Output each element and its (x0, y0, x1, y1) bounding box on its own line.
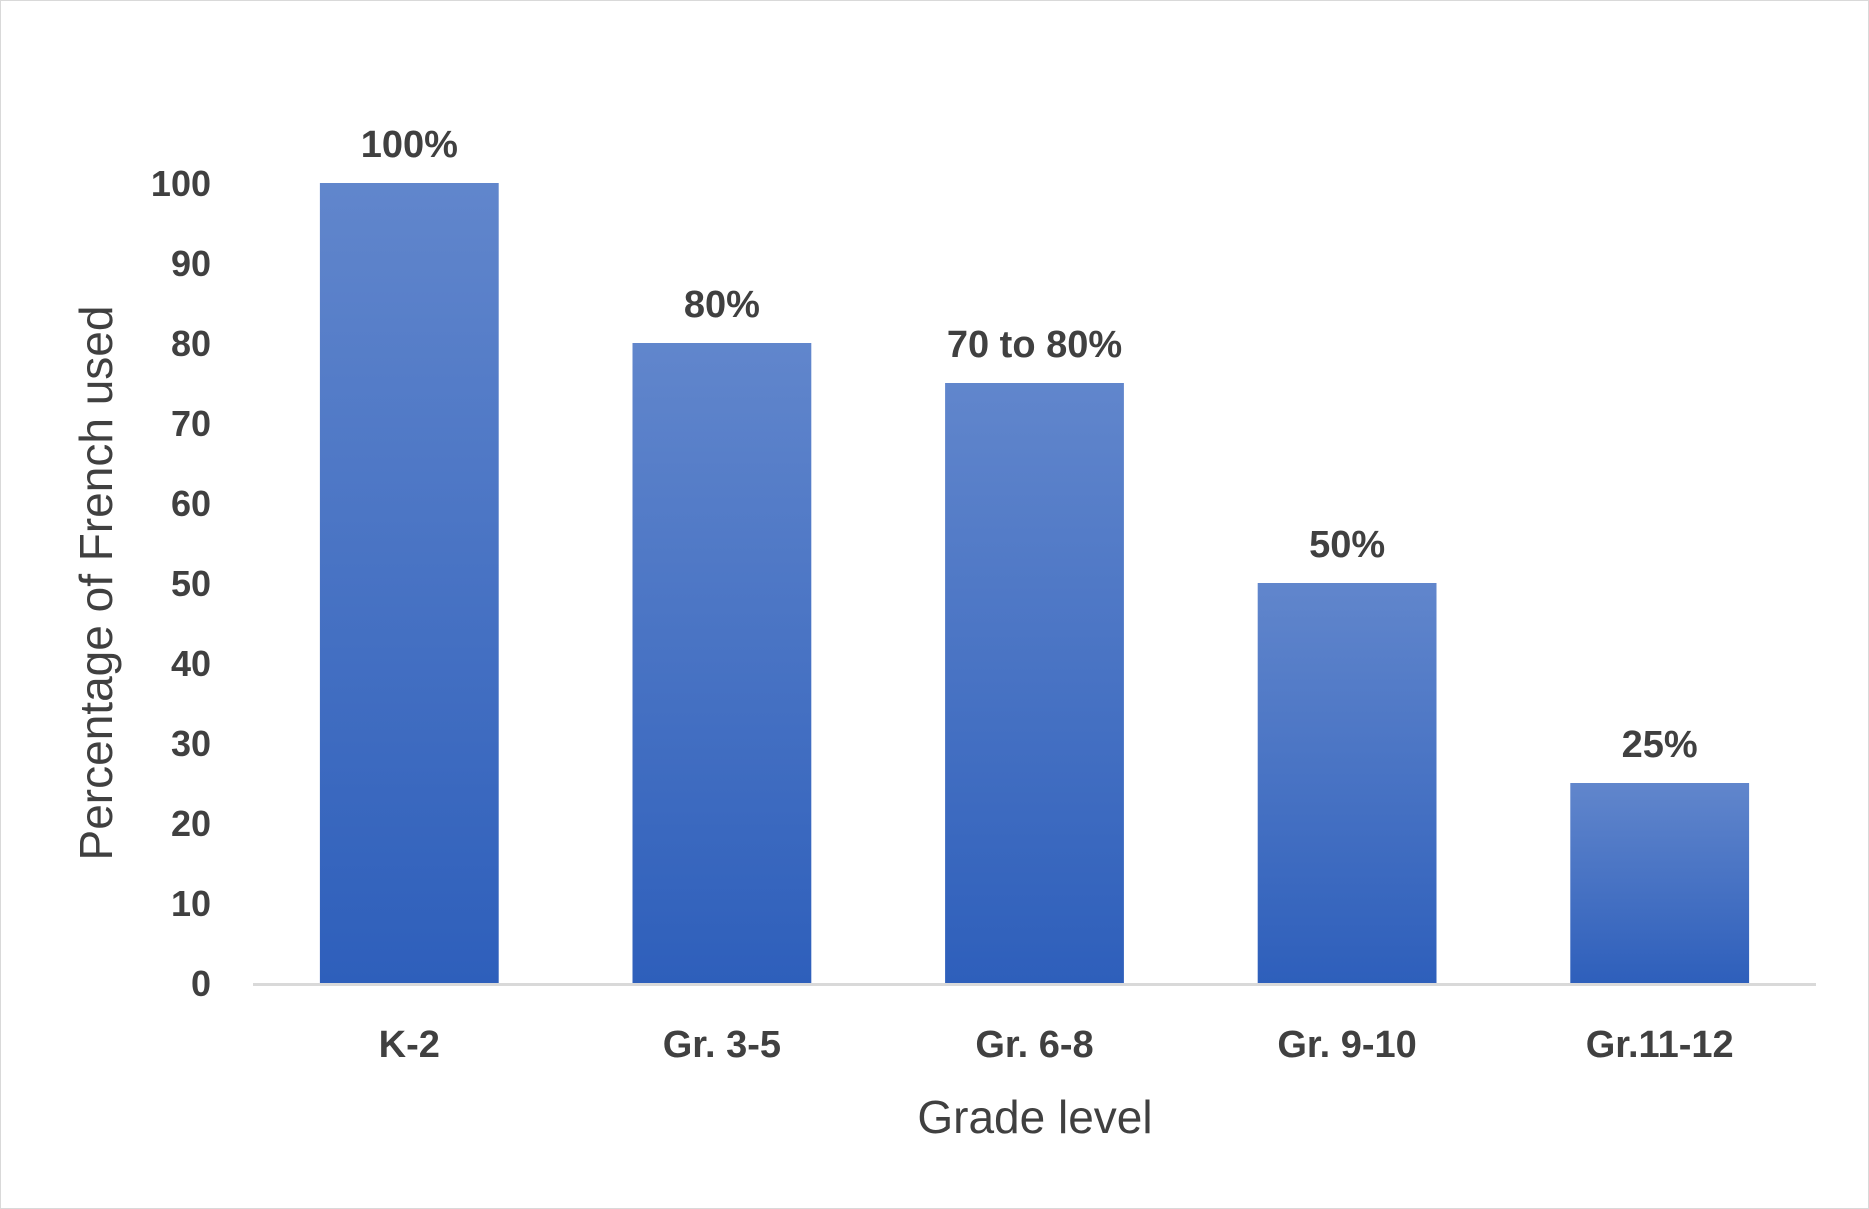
bar (1570, 783, 1750, 983)
x-axis-title: Grade level (917, 1091, 1152, 1143)
category-label: Gr. 9-10 (1277, 1024, 1416, 1066)
data-labels: 100% 80% 70 to 80% 50% 25% (361, 124, 1698, 766)
bar (632, 343, 812, 983)
category-label: K-2 (379, 1024, 440, 1066)
y-tick-label: 40 (171, 643, 211, 684)
data-label: 100% (361, 124, 458, 166)
bar (945, 383, 1124, 983)
category-label: Gr. 3-5 (663, 1024, 781, 1066)
y-tick-label: 90 (171, 243, 211, 284)
y-tick-label: 20 (171, 803, 211, 844)
y-tick-label: 0 (191, 963, 211, 1004)
y-tick-label: 50 (171, 563, 211, 604)
category-labels: K-2 Gr. 3-5 Gr. 6-8 Gr. 9-10 Gr.11-12 (379, 1024, 1734, 1066)
bars (319, 183, 1750, 983)
y-tick-label: 70 (171, 403, 211, 444)
y-tick-label: 100 (151, 163, 211, 204)
y-tick-label: 10 (171, 883, 211, 924)
category-label: Gr. 6-8 (975, 1024, 1093, 1066)
category-label: Gr.11-12 (1586, 1024, 1734, 1066)
data-label: 50% (1309, 524, 1385, 566)
y-axis-title: Percentage of French used (70, 306, 122, 861)
data-label: 25% (1622, 724, 1698, 766)
y-tick-label: 30 (171, 723, 211, 764)
y-tick-label: 60 (171, 483, 211, 524)
data-label: 80% (684, 284, 760, 326)
bar (1257, 583, 1437, 983)
data-label: 70 to 80% (947, 324, 1122, 366)
bar (319, 183, 499, 983)
y-axis-ticks: 0 10 20 30 40 50 60 70 80 90 100 (151, 163, 211, 1004)
y-tick-label: 80 (171, 323, 211, 364)
